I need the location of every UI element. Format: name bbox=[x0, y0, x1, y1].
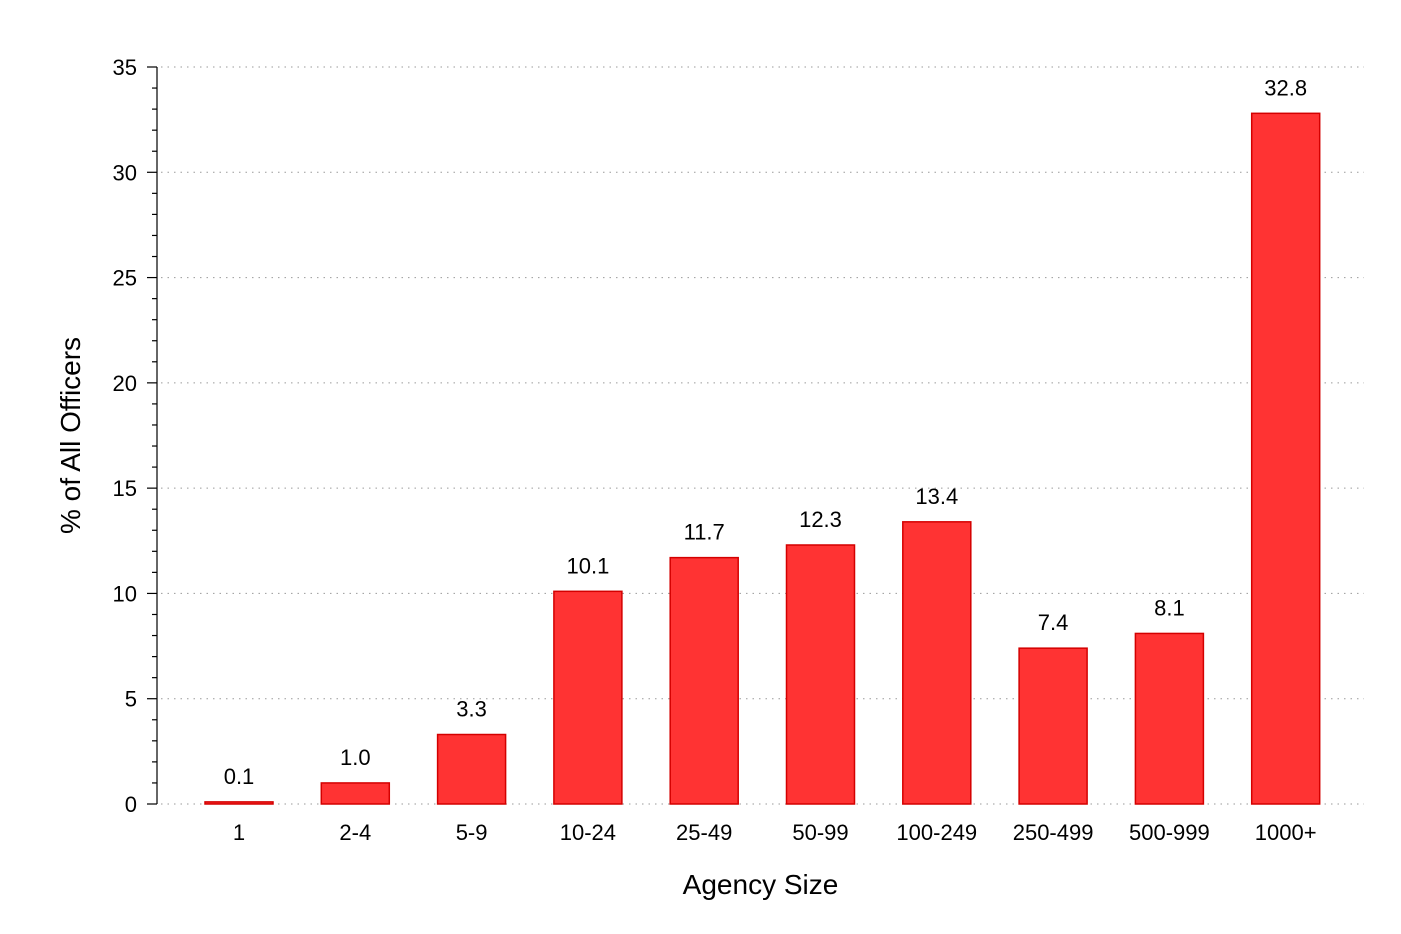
data-label-1: 0.1 bbox=[224, 764, 255, 789]
data-label-50-99: 12.3 bbox=[799, 507, 842, 532]
y-tick-label: 15 bbox=[113, 476, 137, 501]
x-tick-label-2-4: 2-4 bbox=[339, 820, 371, 845]
bar-5-9 bbox=[436, 733, 507, 805]
x-tick-label-250-499: 250-499 bbox=[1013, 820, 1094, 845]
y-tick-label: 35 bbox=[113, 55, 137, 80]
y-tick-label: 20 bbox=[113, 371, 137, 396]
x-tick-label-10-24: 10-24 bbox=[560, 820, 616, 845]
data-label-25-49: 11.7 bbox=[684, 520, 725, 545]
x-tick-label-50-99: 50-99 bbox=[792, 820, 848, 845]
x-tick-label-25-49: 25-49 bbox=[676, 820, 732, 845]
data-label-10-24: 10.1 bbox=[566, 553, 609, 578]
tick-labels: 0 5 10 15 20 25 30 35 1 2-4 5-9 10-24 25-49 50-99 100-… bbox=[113, 55, 1317, 845]
x-tick-label-1: 1 bbox=[233, 820, 245, 845]
data-label-100-249: 13.4 bbox=[915, 484, 958, 509]
bar-250-499 bbox=[1018, 647, 1088, 805]
bar-500-999 bbox=[1134, 632, 1205, 805]
bar-1 bbox=[204, 801, 274, 805]
bars bbox=[204, 112, 1321, 805]
data-label-5-9: 3.3 bbox=[456, 697, 487, 722]
x-tick-label-500-999: 500-999 bbox=[1129, 820, 1210, 845]
y-tick-label: 5 bbox=[125, 687, 137, 712]
y-axis-title: % of All Officers bbox=[55, 337, 86, 534]
data-labels: 0.1 1.0 3.3 10.1 11.7 12.3 13.4 7.4 8.1 32.8 bbox=[224, 75, 1307, 789]
bar-2-4 bbox=[320, 782, 391, 805]
y-tick-label: 30 bbox=[113, 160, 137, 185]
bar-25-49 bbox=[669, 556, 739, 805]
bar-100-249 bbox=[902, 521, 972, 805]
x-axis-title: Agency Size bbox=[683, 869, 839, 900]
data-label-500-999: 8.1 bbox=[1154, 595, 1185, 620]
bar-50-99 bbox=[785, 544, 856, 805]
y-tick-label: 0 bbox=[125, 792, 137, 817]
x-tick-label-1000+: 1000+ bbox=[1255, 820, 1317, 845]
bar-10-24 bbox=[553, 590, 623, 805]
data-label-250-499: 7.4 bbox=[1038, 610, 1069, 635]
bar-1000+ bbox=[1250, 112, 1321, 805]
y-tick-label: 10 bbox=[113, 581, 137, 606]
x-tick-label-100-249: 100-249 bbox=[896, 820, 977, 845]
data-label-2-4: 1.0 bbox=[340, 745, 371, 770]
axes bbox=[147, 66, 158, 805]
y-tick-label: 25 bbox=[113, 266, 137, 291]
data-label-1000+: 32.8 bbox=[1264, 75, 1307, 100]
x-tick-label-5-9: 5-9 bbox=[456, 820, 488, 845]
